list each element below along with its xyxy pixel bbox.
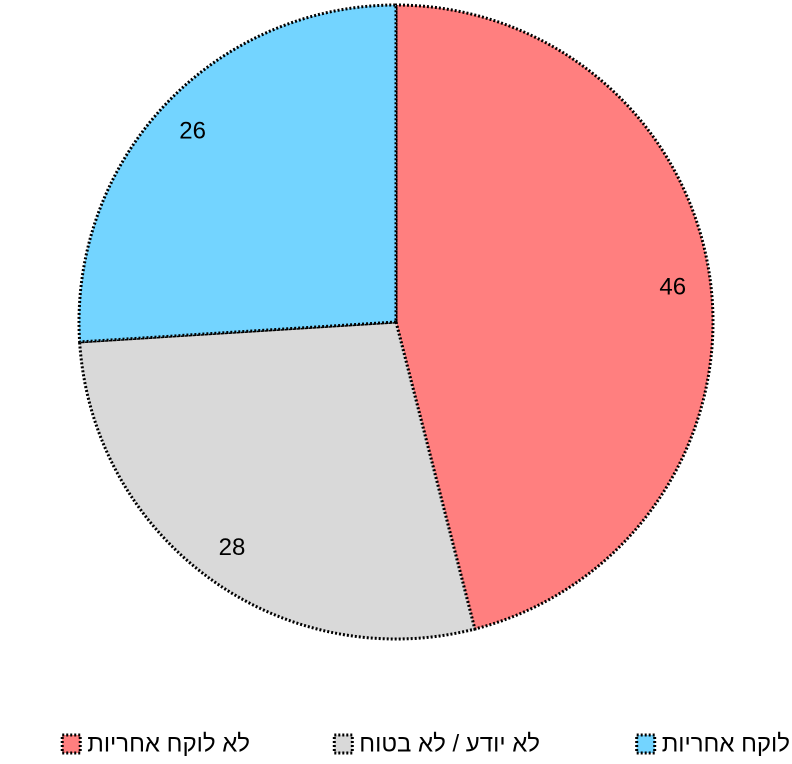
legend-label-1: לוקח אחריות xyxy=(662,731,790,758)
pie-slice-3 xyxy=(77,3,398,344)
pie-slice-2 xyxy=(78,320,477,641)
legend: לוקח אחריות לא יודע / לא בטוח לא לוקח אחרי… xyxy=(60,731,790,758)
legend-swatch-1 xyxy=(635,733,657,755)
data-label-3: 26 xyxy=(179,118,206,145)
data-label-1: 46 xyxy=(659,274,686,301)
data-label-2: 28 xyxy=(219,534,246,561)
pie-slices xyxy=(77,3,715,641)
legend-label-2: לא יודע / לא בטוח xyxy=(359,731,540,758)
legend-swatch-2 xyxy=(332,733,354,755)
pie-data-labels: 46 28 26 xyxy=(179,118,686,562)
pie-slice-1 xyxy=(394,3,715,631)
legend-label-3: לא לוקח אחריות xyxy=(87,731,250,758)
legend-swatch-3 xyxy=(60,733,82,755)
